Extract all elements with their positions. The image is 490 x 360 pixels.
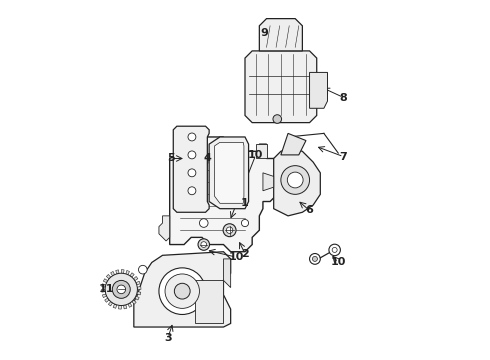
Polygon shape (245, 51, 317, 123)
Polygon shape (133, 276, 138, 281)
Polygon shape (126, 270, 129, 275)
Polygon shape (119, 305, 122, 309)
Circle shape (188, 187, 196, 195)
Polygon shape (123, 305, 127, 309)
Text: 1: 1 (241, 198, 249, 208)
Polygon shape (259, 19, 302, 51)
Polygon shape (113, 304, 117, 308)
Circle shape (139, 265, 147, 274)
Circle shape (281, 166, 310, 194)
Circle shape (242, 220, 248, 226)
Circle shape (188, 133, 196, 141)
Text: 2: 2 (241, 248, 249, 258)
Text: 10: 10 (228, 252, 244, 262)
Polygon shape (137, 292, 141, 295)
Polygon shape (274, 148, 320, 216)
Text: 9: 9 (261, 28, 269, 38)
Circle shape (112, 280, 130, 298)
Text: 7: 7 (340, 152, 347, 162)
Polygon shape (215, 142, 244, 203)
Text: 11: 11 (99, 284, 115, 294)
Circle shape (310, 253, 320, 264)
Circle shape (117, 285, 125, 294)
Polygon shape (108, 302, 113, 306)
Text: 10: 10 (331, 257, 346, 267)
Polygon shape (103, 279, 108, 283)
Circle shape (188, 169, 196, 177)
Circle shape (159, 268, 205, 315)
Polygon shape (135, 296, 139, 300)
Circle shape (226, 227, 233, 233)
Circle shape (329, 244, 341, 256)
Circle shape (199, 219, 208, 227)
Polygon shape (111, 271, 115, 276)
Circle shape (273, 115, 282, 123)
Polygon shape (102, 284, 106, 287)
Text: 5: 5 (168, 153, 175, 163)
Polygon shape (132, 300, 136, 304)
Polygon shape (263, 173, 274, 191)
Text: 3: 3 (164, 333, 171, 343)
Circle shape (223, 224, 236, 237)
Circle shape (313, 256, 318, 261)
Polygon shape (116, 270, 119, 274)
Polygon shape (173, 126, 209, 212)
Circle shape (332, 247, 337, 252)
Polygon shape (223, 259, 231, 288)
Polygon shape (105, 298, 109, 302)
Polygon shape (134, 252, 231, 327)
Polygon shape (256, 144, 267, 158)
Polygon shape (281, 134, 306, 155)
Circle shape (198, 239, 210, 250)
Circle shape (105, 273, 137, 306)
Polygon shape (130, 273, 134, 277)
Circle shape (165, 274, 199, 309)
Polygon shape (122, 270, 124, 273)
Text: 8: 8 (340, 93, 347, 103)
Polygon shape (209, 137, 248, 209)
Polygon shape (170, 137, 277, 252)
Polygon shape (195, 280, 223, 323)
Polygon shape (310, 72, 327, 108)
Polygon shape (159, 216, 170, 241)
Polygon shape (128, 303, 132, 307)
Polygon shape (136, 281, 140, 285)
Circle shape (188, 151, 196, 159)
Circle shape (201, 242, 207, 247)
Circle shape (199, 158, 208, 166)
Polygon shape (137, 287, 141, 289)
Circle shape (174, 283, 190, 299)
Circle shape (287, 172, 303, 188)
Text: 10: 10 (248, 150, 264, 160)
Text: 4: 4 (203, 153, 211, 163)
Polygon shape (102, 294, 107, 298)
Text: 6: 6 (306, 206, 314, 216)
Polygon shape (106, 274, 111, 279)
Polygon shape (101, 289, 105, 292)
